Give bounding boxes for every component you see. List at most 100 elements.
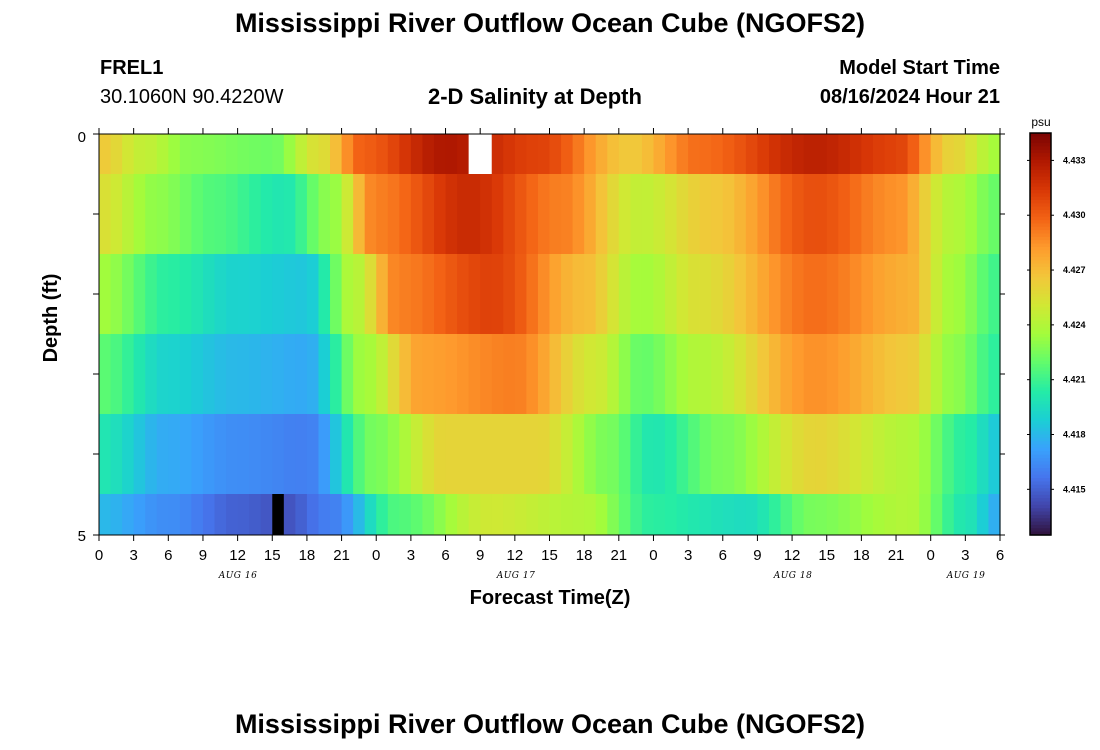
heatmap-cell (618, 334, 631, 414)
heatmap-cell (803, 414, 816, 494)
heatmap-cell (318, 134, 331, 174)
heatmap-cell (745, 174, 759, 254)
heatmap-cell (387, 134, 400, 174)
heatmap-cell (503, 174, 516, 254)
colorbar-segment (1030, 297, 1051, 302)
colorbar-segment (1030, 250, 1051, 255)
heatmap-cell (688, 414, 701, 494)
x-tick-label: 0 (649, 547, 657, 564)
heatmap-cell (988, 254, 1001, 334)
heatmap-cell (745, 334, 759, 414)
heatmap-cell (572, 174, 585, 254)
heatmap-cell (780, 494, 793, 535)
heatmap-cell (410, 254, 424, 334)
heatmap-cell (734, 174, 747, 254)
heatmap-cell (665, 254, 678, 334)
heatmap-cell (722, 134, 735, 174)
colorbar-segment (1030, 183, 1051, 188)
heatmap-cell (145, 334, 158, 414)
colorbar-segment (1030, 280, 1051, 285)
heatmap-cell (202, 174, 216, 254)
colorbar-segment (1030, 488, 1051, 493)
colorbar-segment (1030, 501, 1051, 506)
heatmap-cell (849, 134, 862, 174)
heatmap-cell (306, 414, 320, 494)
heatmap-cell (468, 414, 481, 494)
heatmap-cell (676, 334, 689, 414)
heatmap-cell (988, 414, 1001, 494)
colorbar-segment (1030, 350, 1051, 355)
heatmap-cell (907, 174, 920, 254)
heatmap-cell (561, 414, 574, 494)
heatmap-cell (272, 254, 285, 334)
heatmap-cell (491, 134, 504, 174)
heatmap-cell (838, 254, 851, 334)
heatmap-cell (896, 334, 909, 414)
heatmap-cell (561, 494, 574, 535)
heatmap-cell (953, 134, 966, 174)
heatmap-cell (861, 334, 874, 414)
heatmap-cell (249, 174, 262, 254)
heatmap-cell (445, 174, 458, 254)
colorbar-segment (1030, 494, 1051, 499)
heatmap-cell (283, 494, 296, 535)
heatmap-cell (907, 334, 920, 414)
heatmap-cell (699, 494, 712, 535)
heatmap-cell (896, 254, 909, 334)
x-tick-label: 15 (818, 547, 835, 564)
heatmap-cell (780, 134, 793, 174)
x-tick-label: 9 (753, 547, 761, 564)
station-id: FREL1 (100, 57, 164, 79)
heatmap-cell (249, 134, 262, 174)
heatmap-cell (653, 334, 666, 414)
heatmap-cell (295, 334, 308, 414)
heatmap-cell (237, 254, 250, 334)
x-tick-label: 15 (541, 547, 558, 564)
heatmap-cell (757, 494, 770, 535)
heatmap-cell (306, 134, 320, 174)
heatmap-cell (179, 494, 193, 535)
x-tick-label: 12 (229, 547, 246, 564)
heatmap-cell (341, 134, 354, 174)
colorbar-segment (1030, 230, 1051, 235)
heatmap-cell (965, 254, 978, 334)
heatmap-cell (792, 334, 805, 414)
heatmap-cell (872, 334, 886, 414)
heatmap-cell (930, 334, 943, 414)
heatmap-cell (930, 134, 943, 174)
heatmap-cell (376, 174, 389, 254)
heatmap-cells (99, 134, 1001, 535)
heatmap-cell (237, 134, 250, 174)
heatmap-cell (445, 334, 458, 414)
heatmap-cell (815, 414, 828, 494)
heatmap-cell (272, 174, 285, 254)
heatmap-cell (214, 414, 227, 494)
colorbar-tick-label: 4.421 (1063, 375, 1086, 385)
heatmap-cell (341, 494, 354, 535)
heatmap-cell (249, 334, 262, 414)
colorbar-segment (1030, 414, 1051, 419)
heatmap-cell (641, 334, 655, 414)
heatmap-cell (191, 174, 204, 254)
heatmap-cell (364, 414, 377, 494)
colorbar-segment (1030, 277, 1051, 281)
heatmap-cell (133, 414, 146, 494)
heatmap-cell (930, 494, 943, 535)
heatmap-cell (849, 334, 862, 414)
heatmap-cell (572, 334, 585, 414)
heatmap-cell (584, 134, 597, 174)
x-tick-label: 0 (372, 547, 380, 564)
heatmap-cell (376, 494, 389, 535)
heatmap-cell (191, 134, 204, 174)
heatmap-cell (399, 414, 412, 494)
heatmap-cell (514, 414, 527, 494)
station-coords: 30.1060N 90.4220W (100, 86, 284, 108)
heatmap-cell (711, 134, 724, 174)
heatmap-cell (745, 254, 759, 334)
heatmap-cell (618, 174, 631, 254)
colorbar-segment (1030, 481, 1051, 486)
heatmap-cell (503, 414, 516, 494)
heatmap-cell (607, 414, 620, 494)
colorbar-segment (1030, 133, 1051, 137)
colorbar-segment (1030, 421, 1051, 426)
